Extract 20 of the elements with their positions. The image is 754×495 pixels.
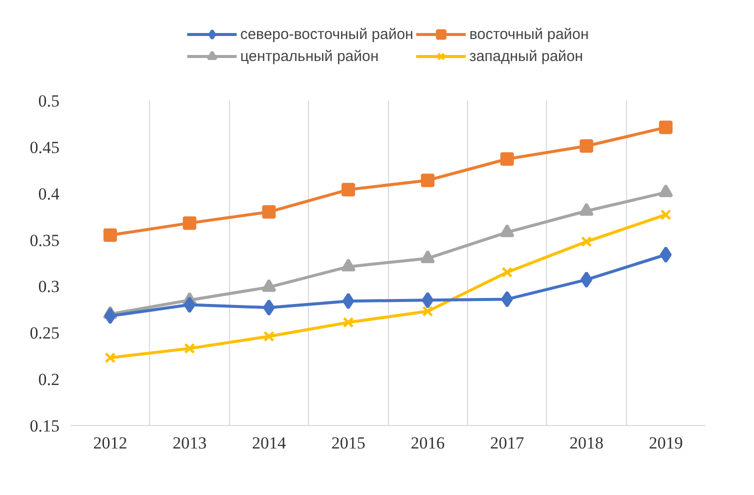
y-tick-label: 0.2 xyxy=(38,370,60,390)
legend-label: центральный район xyxy=(240,48,379,64)
x-tick-label: 2014 xyxy=(252,434,286,452)
y-tick-label: 0.15 xyxy=(30,416,60,436)
y-tick-label: 0.3 xyxy=(38,277,60,296)
y-tick-label: 0.45 xyxy=(30,138,60,157)
legend-label: западный район xyxy=(469,48,584,64)
y-tick-label: 0.4 xyxy=(38,184,60,204)
x-tick-label: 2019 xyxy=(648,434,683,452)
legend-label: восточный район xyxy=(469,26,589,42)
x-tick-label: 2012 xyxy=(93,434,128,452)
x-tick-label: 2017 xyxy=(490,434,525,452)
x-tick-label: 2018 xyxy=(569,434,604,452)
y-tick-label: 0.25 xyxy=(30,324,60,343)
y-tick-label: 0.5 xyxy=(38,92,60,110)
legend-label: северо-восточный район xyxy=(240,26,414,42)
x-tick-label: 2015 xyxy=(331,434,366,452)
y-tick-label: 0.35 xyxy=(30,230,60,250)
x-tick-label: 2013 xyxy=(172,434,207,452)
x-tick-label: 2016 xyxy=(410,434,445,452)
